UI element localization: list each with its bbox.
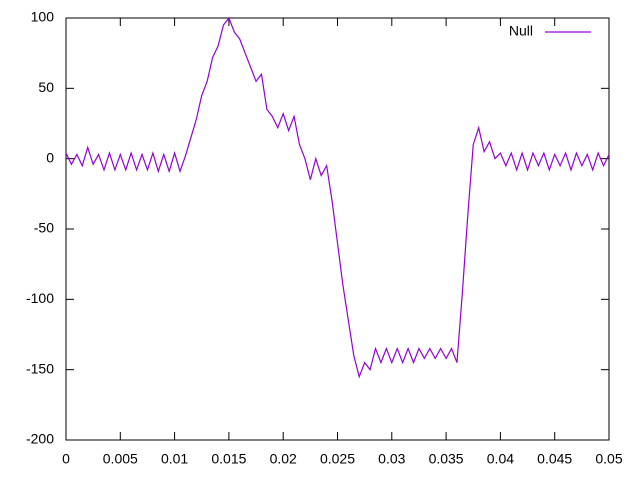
x-tick-label: 0.035: [429, 451, 464, 467]
x-tick-label: 0.01: [161, 451, 188, 467]
y-tick-label: 50: [38, 79, 54, 95]
y-tick-label: -200: [26, 431, 54, 447]
x-tick-label: 0.03: [378, 451, 405, 467]
plot-border: [65, 17, 610, 441]
x-tick-label: 0.05: [595, 451, 622, 467]
x-tick-label: 0.015: [211, 451, 246, 467]
y-tick-label: 0: [46, 149, 54, 165]
y-tick-label: -100: [26, 290, 54, 306]
y-tick-label: -150: [26, 360, 54, 376]
y-tick-label: -50: [34, 220, 54, 236]
x-tick-label: 0.04: [487, 451, 514, 467]
series-line: [65, 16, 610, 379]
x-tick-label: 0.045: [537, 451, 572, 467]
y-tick-label: 100: [31, 9, 55, 25]
x-tick-label: 0.005: [103, 451, 138, 467]
x-tick-label: 0: [62, 451, 70, 467]
x-tick-label: 0.02: [270, 451, 297, 467]
legend-label: Null: [509, 23, 533, 39]
x-tick-label: 0.025: [320, 451, 355, 467]
